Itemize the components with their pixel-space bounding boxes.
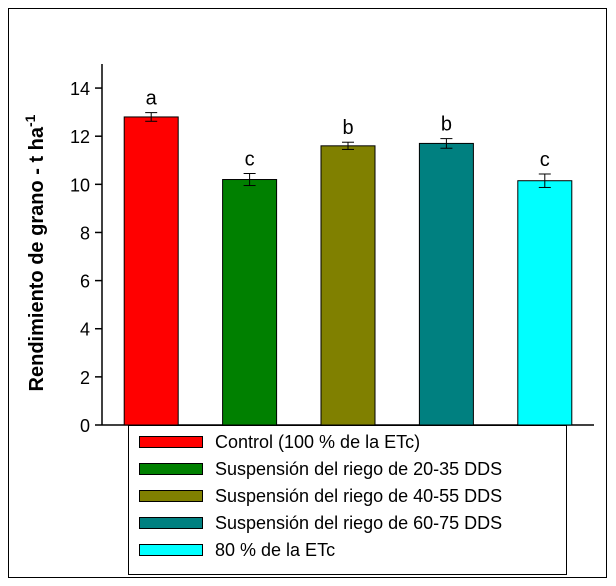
y-axis-label: Rendimiento de grano - t ha-1 — [22, 114, 48, 391]
legend-label: 80 % de la ETc — [215, 539, 336, 560]
bar — [320, 145, 376, 426]
y-tick-label: 6 — [80, 272, 90, 292]
y-axis-label-exponent: -1 — [22, 114, 38, 127]
y-tick-label: 12 — [70, 127, 90, 147]
y-tick-label: 4 — [80, 320, 90, 340]
legend-swatch — [139, 544, 203, 556]
legend-swatch — [139, 463, 203, 475]
bar — [517, 180, 573, 426]
legend-swatch — [139, 517, 203, 529]
legend-label: Suspensión del riego de 40-55 DDS — [215, 485, 503, 506]
significance-letter: b — [441, 114, 452, 136]
significance-letter: c — [245, 149, 255, 171]
legend-item: 80 % de la ETc — [139, 539, 335, 561]
legend-item: Suspensión del riego de 20-35 DDS — [139, 458, 502, 480]
legend-swatch — [139, 490, 203, 502]
legend-item: Suspensión del riego de 40-55 DDS — [139, 485, 502, 507]
significance-letter: c — [540, 149, 550, 171]
legend-label: Suspensión del riego de 20-35 DDS — [215, 458, 503, 479]
y-tick-label: 14 — [70, 79, 90, 99]
legend-label: Suspensión del riego de 60-75 DDS — [215, 512, 503, 533]
legend-item: Suspensión del riego de 60-75 DDS — [139, 512, 502, 534]
significance-letter: b — [342, 117, 353, 139]
bars: a c b b c — [123, 88, 573, 426]
y-tick-label: 10 — [70, 175, 90, 195]
legend-label: Control (100 % de la ETc) — [215, 431, 421, 452]
y-tick-label: 8 — [80, 223, 90, 243]
y-tick-label: 2 — [80, 368, 90, 388]
legend-swatch — [139, 436, 203, 448]
bar — [222, 179, 278, 426]
significance-letter: a — [146, 88, 158, 110]
y-axis-label-text: Rendimiento de grano - t ha — [26, 126, 48, 391]
legend-item: Control (100 % de la ETc) — [139, 431, 420, 453]
legend: Control (100 % de la ETc) Suspensión del … — [128, 425, 567, 575]
bar — [123, 116, 179, 426]
bar — [418, 142, 474, 426]
y-tick-label: 0 — [80, 416, 90, 436]
